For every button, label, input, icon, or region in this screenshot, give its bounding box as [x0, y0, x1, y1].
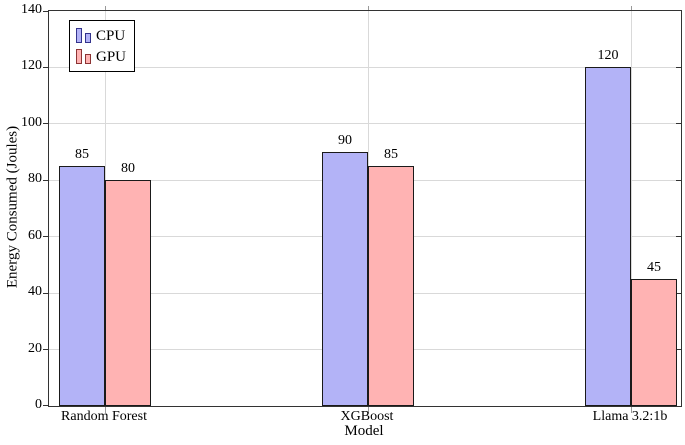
- x-axis-label: Model: [344, 423, 384, 439]
- bar-value-label: 120: [597, 48, 619, 64]
- legend: CPU GPU: [69, 20, 136, 72]
- y-tick-label: 60: [28, 227, 42, 243]
- y-tick-left: [43, 66, 48, 68]
- y-tick-right: [676, 179, 681, 181]
- y-tick-left: [43, 11, 48, 12]
- y-tick-label: 120: [21, 58, 42, 74]
- y-tick-right: [676, 236, 681, 238]
- legend-label-cpu: CPU: [96, 27, 126, 44]
- y-tick-label: 140: [21, 2, 42, 17]
- y-tick-right: [676, 292, 681, 294]
- y-tick-left: [43, 405, 48, 406]
- bar-value-label: 45: [647, 260, 661, 276]
- legend-entry-cpu: CPU: [76, 25, 126, 46]
- bar-value-label: 80: [121, 161, 135, 177]
- x-tick-top: [367, 6, 369, 10]
- y-tick-left: [43, 179, 48, 181]
- x-tick-label: XGBoost: [340, 409, 394, 424]
- x-tick-bottom: [630, 407, 632, 413]
- x-tick-label: Random Forest: [61, 409, 147, 424]
- bar-cpu-2: [585, 67, 631, 406]
- cpu-bar-swatch-icon: [76, 28, 91, 43]
- x-gridline: [630, 11, 632, 406]
- bar-gpu-1: [368, 166, 414, 406]
- x-tick-bottom: [367, 407, 369, 413]
- x-tick-top: [630, 6, 632, 10]
- bar-cpu-0: [59, 166, 105, 406]
- y-tick-label: 80: [28, 171, 42, 187]
- gpu-bar-swatch-icon: [76, 49, 91, 64]
- y-axis-label: Energy Consumed (Joules): [4, 125, 21, 289]
- x-tick-bottom: [104, 407, 106, 413]
- y-tick-label: 20: [28, 340, 42, 356]
- y-tick-left: [43, 236, 48, 238]
- y-tick-left: [43, 349, 48, 351]
- legend-entry-gpu: GPU: [76, 46, 126, 67]
- y-gridline: [49, 66, 681, 68]
- y-tick-left: [43, 292, 48, 294]
- bar-gpu-2: [631, 279, 677, 406]
- y-gridline: [49, 123, 681, 125]
- bar-value-label: 85: [75, 147, 89, 163]
- y-tick-right: [676, 123, 681, 125]
- y-tick-label: 40: [28, 284, 42, 300]
- y-tick-right: [676, 66, 681, 68]
- bar-value-label: 85: [384, 147, 398, 163]
- bar-value-label: 90: [338, 133, 352, 149]
- x-tick-label: Llama 3.2:1b: [592, 409, 668, 424]
- legend-label-gpu: GPU: [96, 48, 127, 65]
- bar-gpu-0: [105, 180, 151, 406]
- bar-cpu-1: [322, 152, 368, 406]
- y-tick-right: [676, 349, 681, 351]
- y-tick-label: 0: [35, 397, 42, 412]
- plot-area: 85 90 120 80 85 45 CPU GPU: [43, 6, 682, 413]
- y-tick-label: 100: [21, 114, 42, 130]
- x-tick-top: [104, 6, 106, 10]
- y-tick-left: [43, 123, 48, 125]
